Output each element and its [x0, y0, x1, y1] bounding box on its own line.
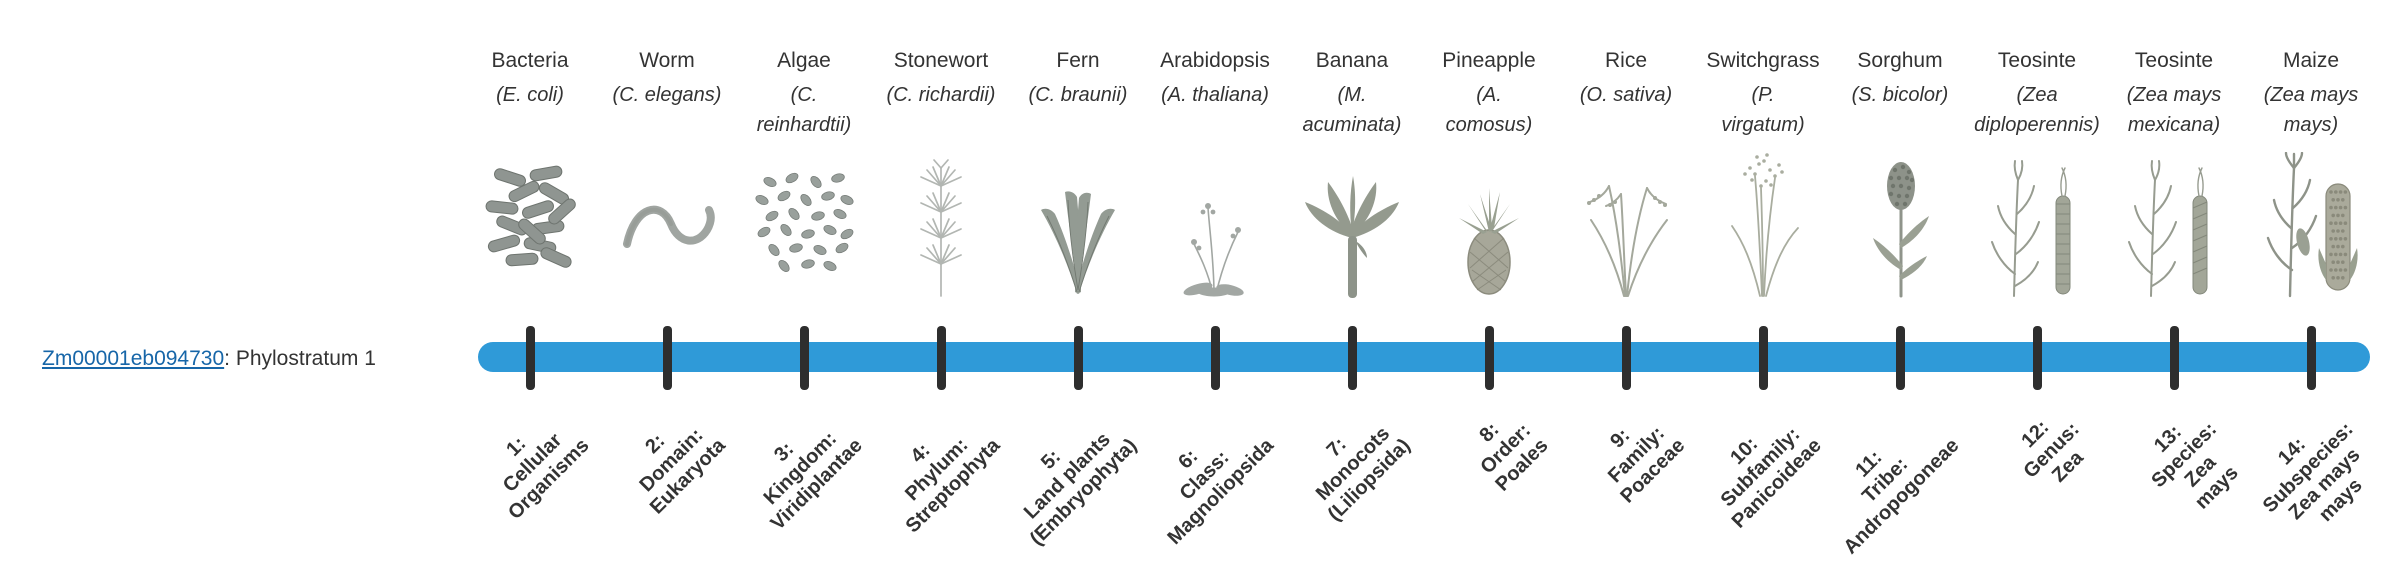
organism-species: (P. virgatum) — [1721, 84, 1805, 136]
organism-species: (O. sativa) — [1579, 84, 1673, 106]
organism-species: (A. comosus) — [1445, 84, 1533, 136]
bacteria-icon — [485, 165, 576, 268]
organism-name: Banana — [1315, 49, 1389, 72]
worm-icon — [623, 205, 715, 248]
stratum-tick — [1347, 326, 1357, 390]
organism-icon-box — [1003, 146, 1153, 298]
organism-icon-box — [1551, 146, 1701, 298]
organism-icon-box — [1825, 146, 1975, 298]
switchgrass-icon — [1731, 153, 1799, 297]
organism-icon-box — [2099, 146, 2249, 298]
banana-icon — [1305, 176, 1399, 298]
organism-species: (C. reinhardtii) — [756, 84, 852, 136]
organism-name: Worm — [639, 49, 695, 72]
organism-name: Pineapple — [1442, 49, 1536, 72]
stratum-tick — [1484, 326, 1494, 390]
organism-species: (Zea mays mexicana) — [2126, 84, 2222, 136]
organism-column: Sorghum (S. bicolor) — [1825, 46, 1975, 298]
organism-icon-box — [729, 146, 879, 298]
organism-name: Algae — [777, 49, 831, 72]
organism-species: (Zea diploperennis) — [1974, 84, 2100, 136]
gene-link[interactable]: Zm00001eb094730 — [42, 347, 225, 370]
organism-column: Teosinte (Zea diploperennis) — [1962, 46, 2112, 298]
organism-column: Rice (O. sativa) — [1551, 46, 1701, 298]
stratum-tick — [2032, 326, 2042, 390]
organism-name: Maize — [2282, 49, 2340, 72]
organism-species: (C. braunii) — [1028, 84, 1128, 106]
organism-icon-box — [1414, 146, 1564, 298]
sorghum-icon — [1872, 162, 1929, 298]
organism-species: (C. elegans) — [612, 84, 722, 106]
stratum-label-wrap: 14: Subspecies: Zea mays mays — [2136, 402, 2367, 526]
stratum-label: 14: Subspecies: Zea mays mays — [2258, 418, 2367, 527]
stratum-tick — [2169, 326, 2179, 390]
organism-name: Sorghum — [1857, 49, 1943, 72]
organism-column: Bacteria (E. coli) — [455, 46, 605, 298]
organism-column: Pineapple (A. comosus) — [1414, 46, 1564, 298]
maize-icon — [2266, 152, 2358, 298]
organism-icon-box — [1962, 146, 2112, 298]
arabidopsis-icon — [1183, 203, 1244, 297]
organism-icon-box — [1140, 146, 1290, 298]
stratum-tick — [1758, 326, 1768, 390]
organism-icon-box — [455, 146, 605, 298]
organism-column: Algae (C. reinhardtii) — [729, 46, 879, 298]
phylostratum-text: : Phylostratum 1 — [224, 347, 376, 370]
organism-species: (Zea mays mays) — [2263, 84, 2359, 136]
organism-column: Switchgrass (P. virgatum) — [1688, 46, 1838, 298]
rice-icon — [1587, 185, 1668, 297]
organism-icon-box — [866, 146, 1016, 298]
organism-icon-box — [2236, 146, 2386, 298]
stratum-tick — [1210, 326, 1220, 390]
stonewort-icon — [920, 159, 962, 297]
organism-column: Stonewort (C. richardii) — [866, 46, 1016, 298]
organism-icon-box — [1688, 146, 1838, 298]
organism-column: Fern (C. braunii) — [1003, 46, 1153, 298]
stratum-tick — [1621, 326, 1631, 390]
organism-name: Fern — [1056, 49, 1100, 72]
stratum-tick — [2306, 326, 2316, 390]
organism-column: Worm (C. elegans) — [592, 46, 742, 298]
organism-species: (S. bicolor) — [1851, 84, 1949, 106]
stratum-tick — [525, 326, 535, 390]
organism-name: Switchgrass — [1706, 49, 1820, 72]
stratum-tick — [936, 326, 946, 390]
teosinte-icon — [1991, 160, 2071, 297]
stratum-tick — [799, 326, 809, 390]
organism-icon-box — [1277, 146, 1427, 298]
organism-name: Bacteria — [491, 49, 569, 72]
algae-icon — [755, 172, 854, 273]
organism-column: Maize (Zea mays mays) — [2236, 46, 2386, 298]
organism-column: Teosinte (Zea mays mexicana) — [2099, 46, 2249, 298]
organism-icon-box — [592, 146, 742, 298]
organism-name: Arabidopsis — [1160, 49, 1270, 72]
organism-column: Arabidopsis (A. thaliana) — [1140, 46, 1290, 298]
organism-name: Teosinte — [2134, 49, 2214, 72]
organism-species: (C. richardii) — [886, 84, 996, 106]
stratum-tick — [1073, 326, 1083, 390]
stratum-tick — [662, 326, 672, 390]
organism-species: (M. acuminata) — [1302, 84, 1402, 136]
stratum-tick — [1895, 326, 1905, 390]
pineapple-icon — [1459, 188, 1519, 295]
teosinte-mexicana-icon — [2128, 160, 2208, 297]
organism-species: (A. thaliana) — [1161, 84, 1269, 106]
organism-column: Banana (M. acuminata) — [1277, 46, 1427, 298]
gene-label: Zm00001eb094730: Phylostratum 1 — [42, 346, 376, 372]
organism-name: Stonewort — [893, 49, 989, 72]
organism-species: (E. coli) — [496, 84, 564, 106]
organism-name: Teosinte — [1997, 49, 2077, 72]
organism-name: Rice — [1604, 49, 1647, 72]
phylostrata-bar — [478, 342, 2370, 372]
fern-icon — [1041, 191, 1115, 294]
